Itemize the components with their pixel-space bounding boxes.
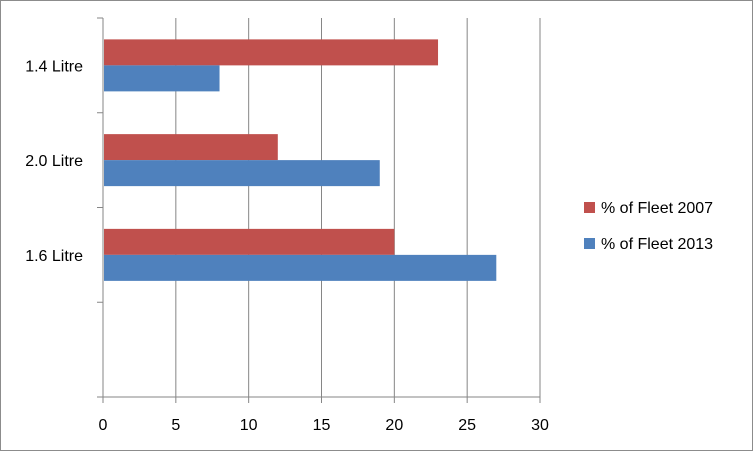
legend-label-fleet-2013: % of Fleet 2013 — [601, 236, 713, 253]
x-tick-label: 10 — [240, 417, 258, 434]
x-tick-label: 0 — [99, 417, 108, 434]
x-tick-label: 5 — [171, 417, 180, 434]
axes — [97, 17, 541, 403]
bars — [104, 39, 497, 281]
category-label: 2.0 Litre — [25, 153, 83, 170]
legend-label-fleet-2007: % of Fleet 2007 — [601, 200, 713, 217]
legend-swatch-fleet-2007 — [584, 202, 595, 213]
category-label: 1.4 Litre — [25, 58, 83, 75]
legend: % of Fleet 2007 % of Fleet 2013 — [584, 200, 713, 253]
bar-fleet-2013-1 — [104, 160, 380, 187]
axis-labels: 0 5 10 15 20 25 30 1.4 Litre 2.0 Litre 1.6 Litre — [25, 58, 549, 434]
x-tick-label: 20 — [385, 417, 403, 434]
gridlines — [175, 18, 541, 397]
x-tick-label: 30 — [531, 417, 549, 434]
x-tick-label: 25 — [458, 417, 476, 434]
legend-swatch-fleet-2013 — [584, 238, 595, 249]
bar-fleet-2007-0 — [104, 39, 439, 66]
x-tick-label: 15 — [313, 417, 331, 434]
bar-fleet-2013-2 — [104, 254, 497, 281]
bar-fleet-2007-2 — [104, 228, 395, 255]
category-label: 1.6 Litre — [25, 248, 83, 265]
bar-fleet-2013-0 — [104, 65, 220, 92]
bar-fleet-2007-1 — [104, 134, 278, 161]
